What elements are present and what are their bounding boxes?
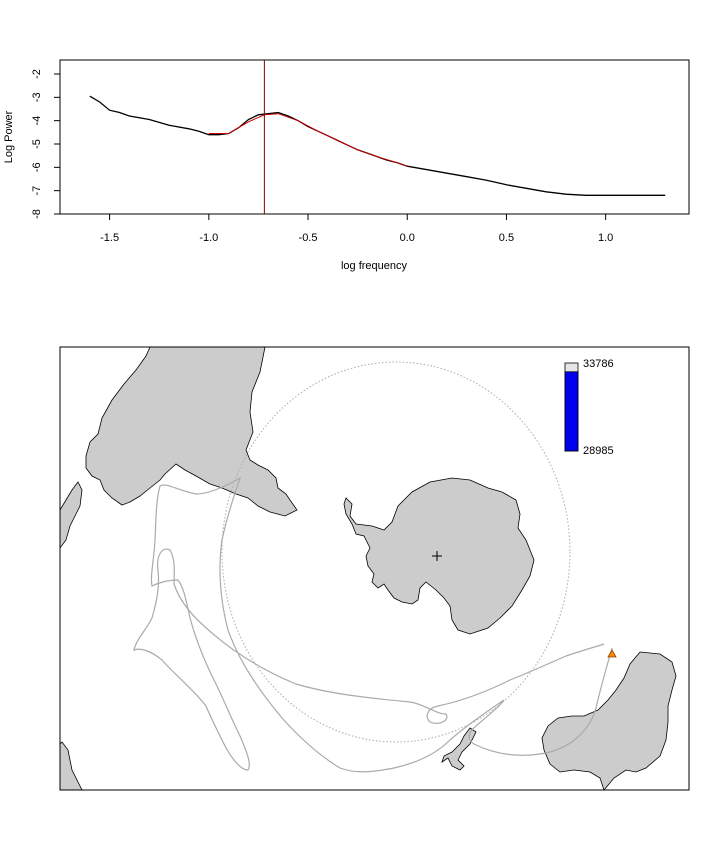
land-west-edge: [60, 347, 83, 549]
y-axis: -8 -7 -6 -5 -4 -3 -2: [31, 69, 60, 219]
y-tick-label: -7: [31, 186, 43, 196]
pole-marker: [432, 551, 442, 561]
spectrum-series: [89, 95, 666, 196]
y-tick-label: -8: [31, 209, 43, 219]
y-tick-label: -4: [31, 116, 43, 126]
y-tick-label: -2: [31, 69, 43, 79]
y-axis-label: Log Power: [3, 110, 15, 163]
spectrum-plot: -1.5 -1.0 -0.5 0.0 0.5 1.0 -8 -7 -6 -5 -4 -3 -2 log…: [3, 59, 690, 272]
colorbar-min-label: 28985: [583, 445, 614, 457]
spectrum-line: [89, 95, 666, 196]
colorbar: 33786 28985: [564, 358, 614, 457]
x-tick-label: 1.0: [598, 232, 613, 244]
x-tick-label: -1.5: [100, 232, 119, 244]
x-tick-label: -1.0: [199, 232, 218, 244]
x-tick-label: -0.5: [299, 232, 318, 244]
map-frame: [59, 346, 690, 791]
land-west-edge-south: [60, 741, 83, 790]
colorbar-fill: [564, 371, 579, 452]
x-tick-label: 0.0: [400, 232, 415, 244]
polar-boundary-circle: [221, 361, 571, 743]
colorbar-max-label: 33786: [583, 358, 614, 370]
land-new-zealand: [441, 727, 477, 771]
y-tick-label: -3: [31, 92, 43, 102]
y-tick-label: -5: [31, 139, 43, 149]
track-map: 33786 28985: [59, 346, 690, 791]
track-end-marker: [607, 649, 617, 658]
y-tick-label: -6: [31, 162, 43, 172]
x-axis-label: log frequency: [341, 260, 408, 272]
land-south-america: [85, 347, 298, 517]
spectrum-plot-frame: [59, 59, 690, 215]
x-axis: -1.5 -1.0 -0.5 0.0 0.5 1.0: [100, 214, 613, 244]
x-tick-label: 0.5: [499, 232, 514, 244]
animal-track: [133, 476, 613, 773]
spectrum-fit-line: [208, 113, 408, 167]
land-australia: [541, 651, 677, 790]
